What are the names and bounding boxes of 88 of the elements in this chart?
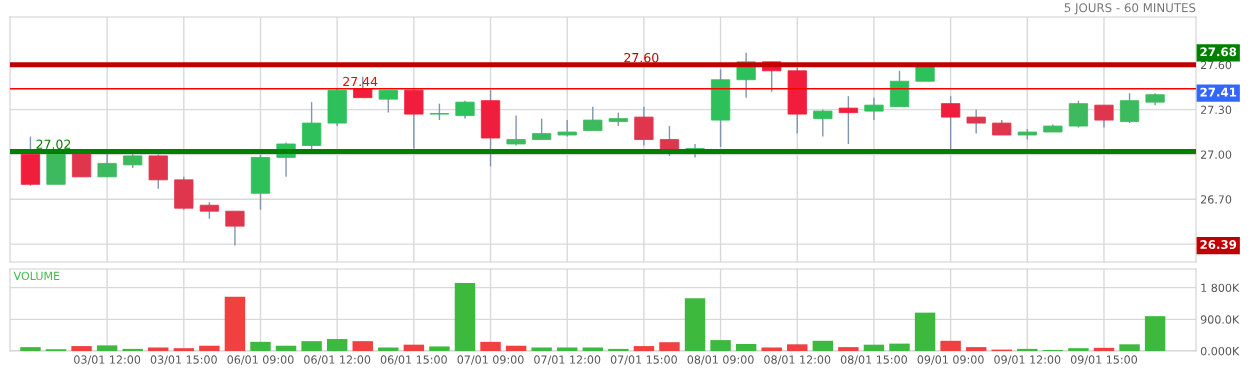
- y-tick-label: 900.0K: [1200, 315, 1240, 324]
- bar: [1068, 348, 1089, 351]
- x-tick-label: 06/01 15:00: [380, 355, 447, 365]
- y-tick-label: 1 800K: [1201, 283, 1240, 293]
- x-tick-label: 03/01 15:00: [150, 355, 217, 365]
- candlestick: [532, 117, 552, 141]
- bar: [735, 343, 757, 351]
- bar: [326, 339, 348, 351]
- bar: [429, 346, 450, 351]
- y-tick-label: 27.30: [1200, 105, 1232, 114]
- bar: [914, 312, 936, 351]
- chart-title: VOLUME: [13, 271, 60, 281]
- candlestick: [1094, 104, 1114, 129]
- bar: [812, 340, 834, 351]
- bar: [505, 345, 527, 351]
- candlestick: [634, 105, 654, 147]
- bar: [250, 341, 271, 351]
- bar: [1017, 348, 1038, 351]
- bar: [454, 283, 476, 351]
- bar: [403, 344, 425, 351]
- candlestick: [813, 108, 833, 138]
- candlestick: [864, 96, 884, 121]
- candlestick: [404, 89, 424, 150]
- bar: [378, 347, 399, 351]
- x-tick-label: 07/01 12:00: [534, 355, 601, 365]
- x-tick-label: 09/01 09:00: [917, 355, 984, 365]
- bar: [1119, 344, 1140, 351]
- bar: [20, 347, 41, 351]
- bar: [556, 347, 578, 351]
- bar: [582, 347, 603, 351]
- bar: [173, 348, 195, 351]
- bar: [940, 340, 961, 351]
- annotation: 27.41: [1200, 87, 1237, 97]
- bar: [710, 340, 731, 351]
- x-tick-label: 06/01 09:00: [227, 355, 294, 365]
- y-tick-label: 27.60: [1200, 60, 1232, 70]
- bar: [301, 341, 322, 351]
- chart-subtitle: 5 JOURS - 60 MINUTES: [1064, 3, 1196, 15]
- x-tick-label: 07/01 09:00: [457, 355, 524, 365]
- candlestick: [301, 101, 322, 151]
- bar: [531, 347, 552, 351]
- y-tick-label: 27.00: [1200, 150, 1232, 159]
- x-tick-label: 09/01 15:00: [1070, 355, 1138, 365]
- y-tick-label: 26.70: [1200, 195, 1232, 204]
- x-tick-label: 03/01 12:00: [74, 355, 141, 365]
- x-tick-label: 06/01 12:00: [304, 355, 371, 365]
- bar: [659, 342, 680, 351]
- candlestick: [225, 210, 245, 247]
- candlestick: [506, 114, 526, 147]
- bar: [275, 345, 297, 351]
- bar: [838, 347, 859, 351]
- x-tick-label: 08/01 09:00: [687, 355, 754, 365]
- x-tick-label: 08/01 12:00: [764, 355, 831, 365]
- candlestick: [966, 108, 986, 135]
- bar: [122, 348, 143, 351]
- bar: [352, 341, 373, 351]
- bar: [480, 341, 501, 351]
- bar: [889, 343, 910, 351]
- bar: [787, 344, 808, 351]
- x-tick-label: 09/01 12:00: [994, 355, 1061, 365]
- bar: [863, 344, 885, 351]
- bar: [761, 347, 782, 351]
- bar: [224, 296, 246, 351]
- candlestick: [1068, 99, 1089, 129]
- candlestick: [148, 153, 168, 190]
- candlestick: [1119, 92, 1140, 124]
- annotation: 27.68: [1200, 47, 1237, 57]
- ref-line-label: 27.02: [36, 139, 71, 150]
- bar: [71, 346, 92, 351]
- candlestick: [378, 89, 398, 114]
- bar: [684, 298, 706, 351]
- bar: [608, 348, 629, 351]
- bar: [965, 347, 987, 351]
- bar: [199, 345, 220, 351]
- annotation: 26.39: [1200, 240, 1237, 249]
- ref-line-label: 27.60: [624, 52, 659, 63]
- x-tick-label: 07/01 15:00: [610, 355, 677, 365]
- y-tick-label: 0.000K: [1200, 346, 1240, 356]
- ref-line-label: 27.44: [343, 76, 378, 87]
- bar: [633, 346, 655, 351]
- bar: [1093, 347, 1115, 351]
- candlestick: [838, 95, 858, 145]
- x-tick-label: 08/01 15:00: [840, 355, 907, 365]
- bar: [148, 347, 169, 351]
- candlestick: [583, 105, 603, 132]
- candlestick: [941, 95, 961, 151]
- bar: [1144, 316, 1166, 351]
- bar: [96, 345, 118, 351]
